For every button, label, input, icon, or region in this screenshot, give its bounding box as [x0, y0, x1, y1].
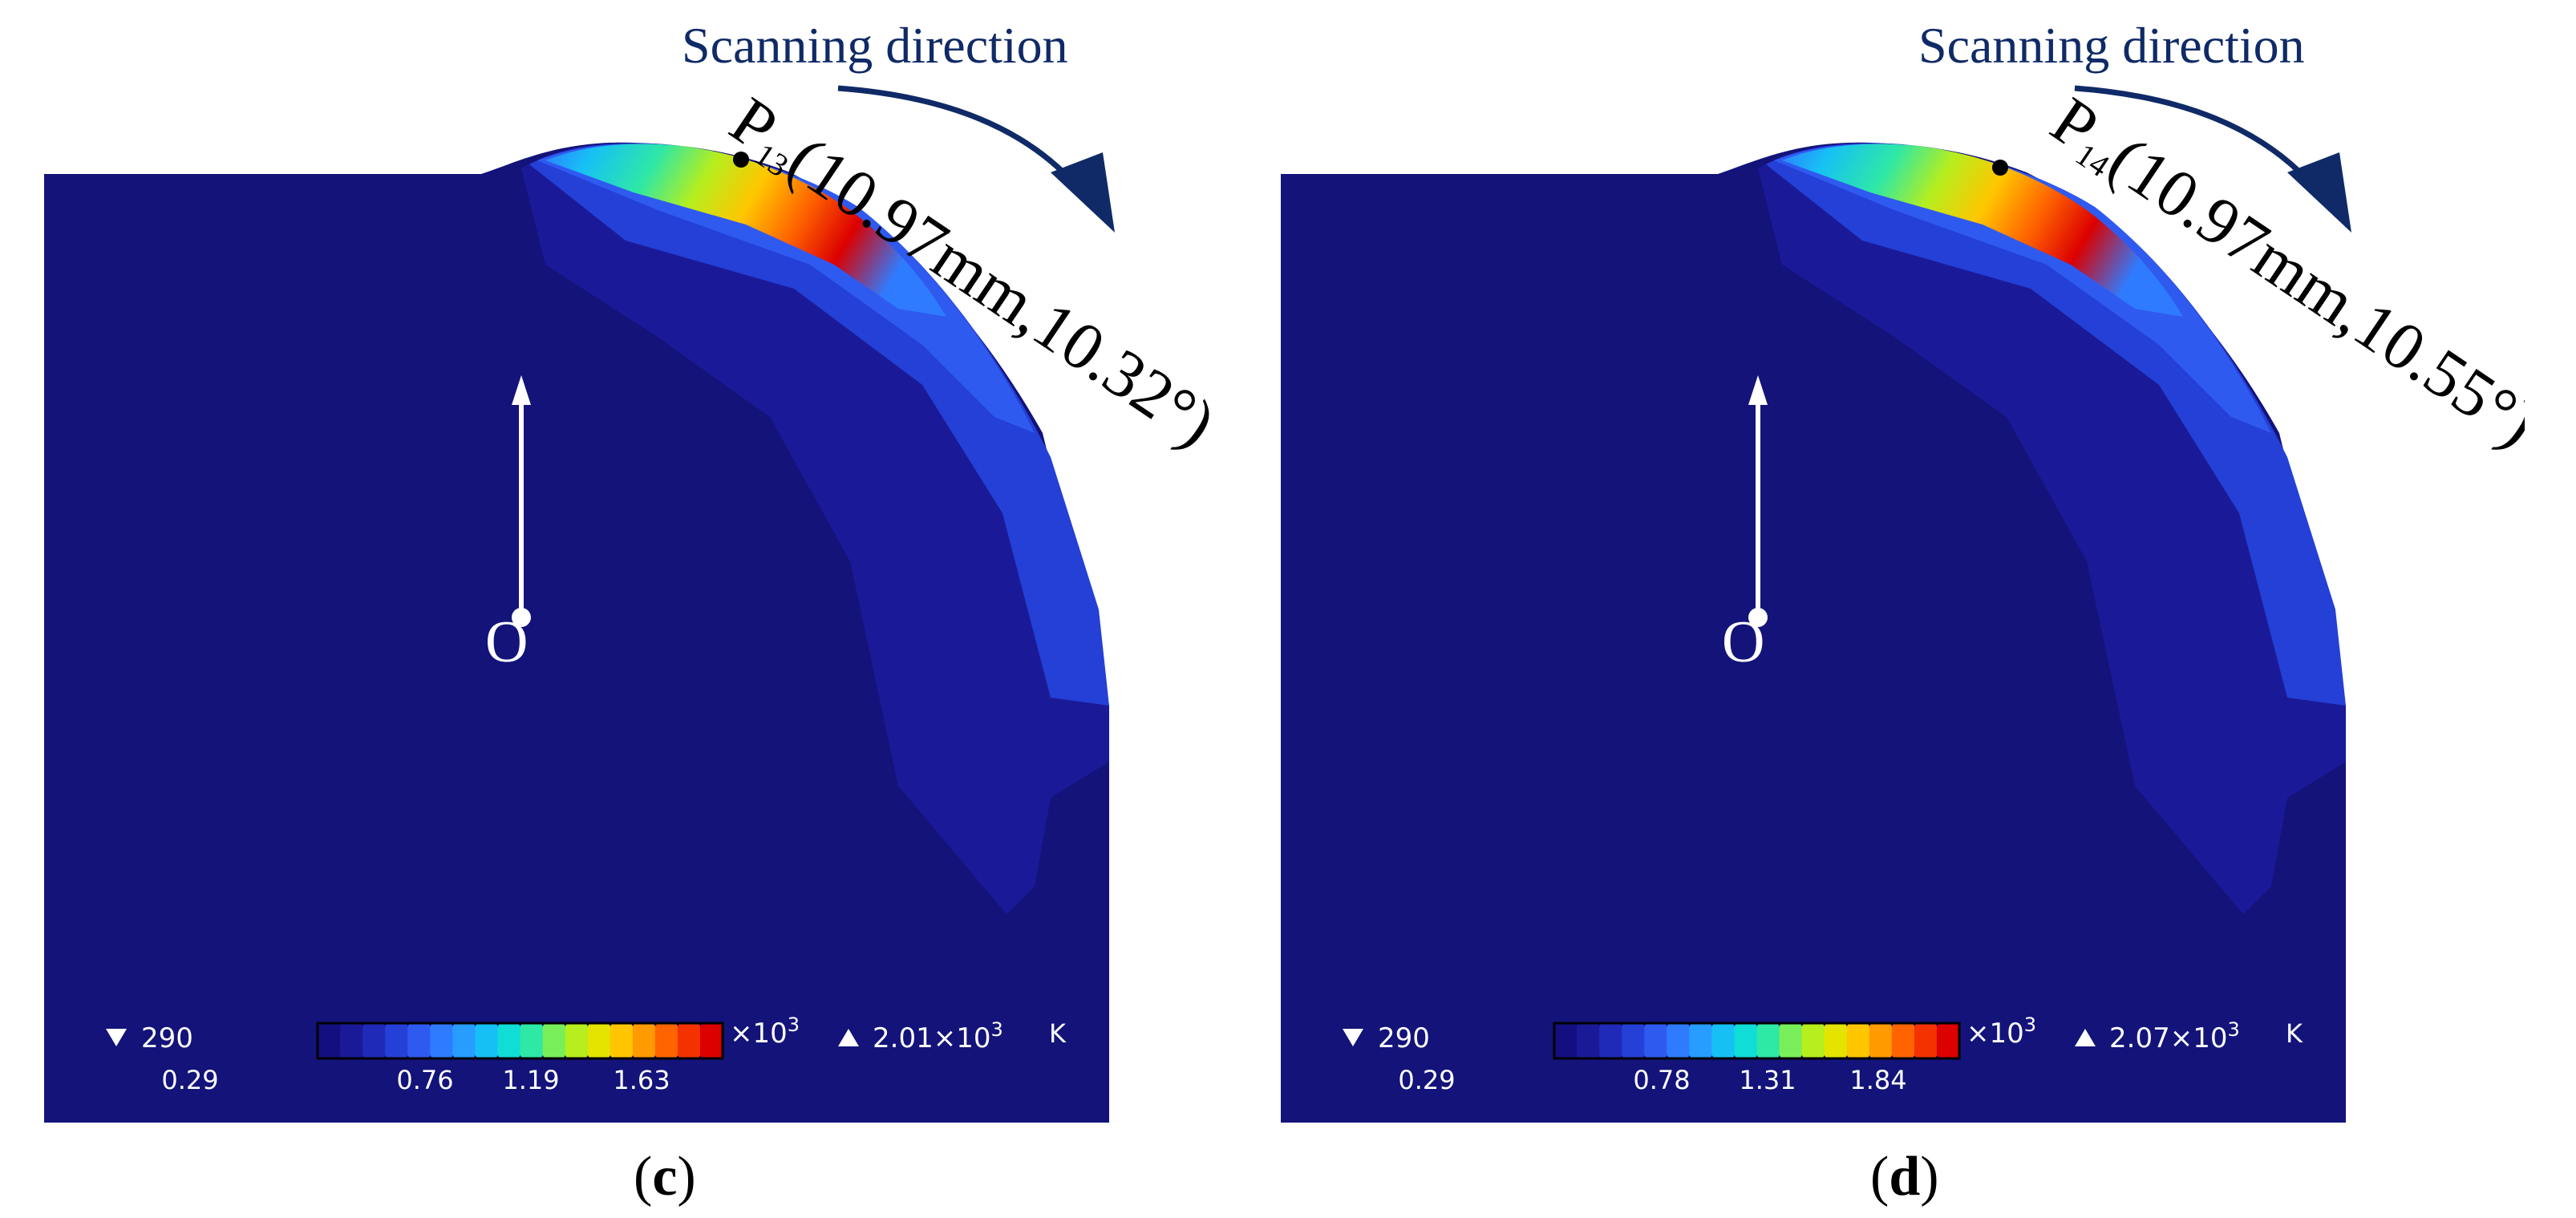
legend-tick-1: 0.29: [1398, 1065, 1455, 1095]
colorbar-segment: [1756, 1023, 1780, 1058]
panel-c: Scanning direction P13(10.97mm,10.32°) O…: [44, 17, 1229, 1208]
legend-tick-3: 1.31: [1739, 1065, 1796, 1095]
colorbar-segment: [385, 1023, 408, 1058]
colorbar-segment: [1667, 1023, 1690, 1058]
origin-dot: [512, 608, 531, 627]
colorbar-segment: [340, 1023, 363, 1058]
colorbar-segment: [542, 1023, 566, 1058]
legend-tick-1: 0.29: [161, 1065, 218, 1095]
origin-label: O: [485, 609, 528, 675]
origin-label: O: [1722, 609, 1764, 675]
legend-unit: K: [1049, 1018, 1067, 1049]
colorbar-segment: [1891, 1023, 1915, 1058]
colorbar-segment: [565, 1023, 589, 1058]
colorbar-border: [1553, 1022, 1961, 1060]
legend-max-label: 2.07×103: [2109, 1018, 2240, 1054]
colorbar-segment: [1711, 1023, 1735, 1058]
panel-d: Scanning direction P14(10.97mm,10.55°) O…: [1237, 0, 2525, 1218]
scan-direction-label: Scanning direction: [682, 17, 1068, 74]
colorbar-segment: [699, 1023, 723, 1058]
legend-max-label: 2.01×103: [873, 1018, 1003, 1054]
colorbar-segment: [610, 1023, 634, 1058]
colorbar-segment: [497, 1023, 520, 1058]
colorbar-segment: [520, 1023, 544, 1058]
colorbar-segment: [452, 1023, 476, 1058]
colorbar: [1553, 1022, 1961, 1060]
colorbar-segment: [1869, 1023, 1893, 1058]
colorbar-segment: [1689, 1023, 1712, 1058]
scan-direction-label: Scanning direction: [1918, 17, 2305, 74]
colorbar-segment: [430, 1023, 453, 1058]
colorbar-segment: [1824, 1023, 1848, 1058]
colorbar-segment: [1779, 1023, 1803, 1058]
min-marker-icon: [1343, 1029, 1363, 1046]
legend-unit: K: [2286, 1018, 2303, 1049]
colorbar-segment: [407, 1023, 431, 1058]
temperature-band-hot: [545, 144, 946, 317]
legend-tick-2: 0.78: [1633, 1065, 1690, 1095]
colorbar-segment: [1846, 1023, 1870, 1058]
origin-dot: [1748, 608, 1768, 627]
panel-c-canvas: Scanning direction P13(10.97mm,10.32°) O…: [44, 17, 1229, 1208]
colorbar-segment: [363, 1023, 386, 1058]
colorbar-segment: [1599, 1023, 1622, 1058]
colorbar-segment: [1644, 1023, 1667, 1058]
colorbar-segment: [1801, 1023, 1825, 1058]
colorbar-segment: [1734, 1023, 1757, 1058]
point-marker: [733, 152, 749, 168]
legend-tick-3: 1.19: [502, 1065, 559, 1095]
colorbar-segment: [318, 1023, 341, 1058]
scan-arrow-curve: [837, 85, 1081, 191]
colorbar-segment: [475, 1023, 498, 1058]
colorbar-segment: [1577, 1023, 1600, 1058]
scan-arrow-head: [2287, 152, 2351, 233]
legend-tick-2: 0.76: [396, 1065, 453, 1095]
panel-label: (c): [634, 1146, 696, 1208]
legend-min-label: 290: [1378, 1022, 1430, 1054]
legend-tick-4: 1.84: [1849, 1065, 1906, 1095]
colorbar-segment: [677, 1023, 701, 1058]
colorbar-border: [316, 1022, 724, 1060]
origin-arrow-head: [1748, 375, 1768, 405]
temperature-band-hot: [1782, 144, 2183, 317]
legend-scale: ×103: [1966, 1014, 2036, 1050]
colorbar-segment: [632, 1023, 656, 1058]
max-marker-icon: [838, 1029, 859, 1046]
colorbar-segment: [1554, 1023, 1578, 1058]
colorbar-segment: [1914, 1023, 1938, 1058]
legend-scale: ×103: [730, 1014, 800, 1050]
panel-label: (d): [1870, 1146, 1939, 1208]
colorbar-segment: [654, 1023, 678, 1058]
min-marker-icon: [106, 1029, 127, 1046]
colorbar: [316, 1022, 724, 1060]
scan-arrow-head: [1051, 152, 1115, 233]
origin-arrow-head: [512, 375, 531, 405]
max-marker-icon: [2075, 1029, 2096, 1046]
colorbar-segment: [587, 1023, 611, 1058]
legend-tick-4: 1.63: [613, 1065, 670, 1095]
colorbar-segment: [1622, 1023, 1645, 1058]
point-marker: [1992, 160, 2008, 176]
scan-arrow-curve: [2074, 85, 2318, 191]
panel-d-canvas: Scanning direction P14(10.97mm,10.55°) O…: [1281, 17, 2525, 1208]
legend-min-label: 290: [141, 1022, 193, 1054]
colorbar-segment: [1936, 1023, 1960, 1058]
